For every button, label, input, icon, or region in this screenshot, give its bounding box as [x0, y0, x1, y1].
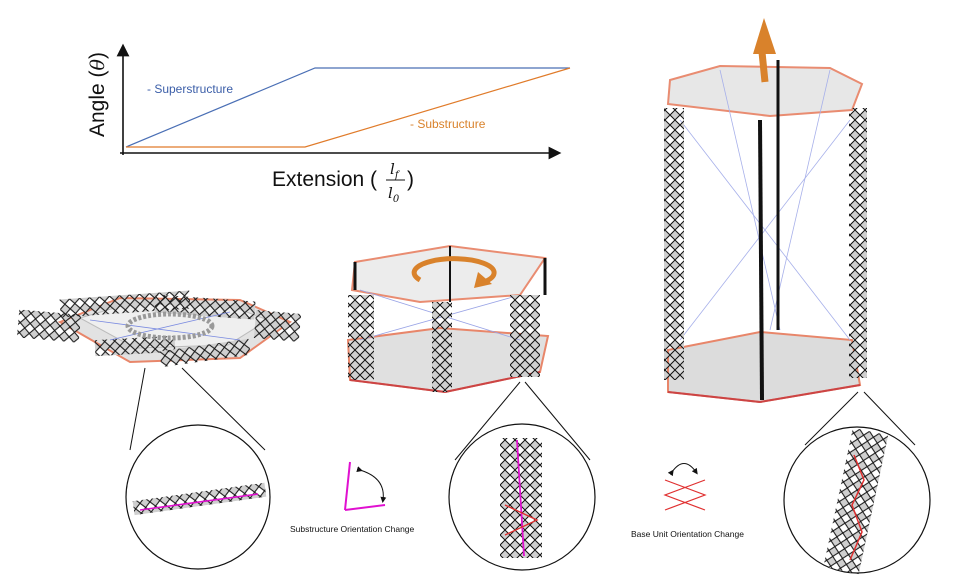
flat-hexagonal-structure — [16, 290, 302, 368]
extended-hexagonal-structure — [664, 18, 867, 404]
base-unit-zoom-callout-middle — [448, 381, 596, 571]
caption-substructure-orientation-change: Substructure Orientation Change — [290, 524, 415, 534]
substructure-series-line — [126, 67, 571, 148]
x-axis-title-text: Extension ( — [272, 168, 377, 191]
angle-extension-chart: - Superstructure - Substructure Angle (θ… — [86, 43, 571, 205]
substructure-zoom-callout — [125, 367, 271, 570]
legend-substructure: - Substructure — [410, 117, 486, 131]
substructure-orientation-icon — [344, 461, 387, 511]
rotation-arrow — [411, 256, 497, 285]
twisting-hexagonal-structure — [346, 244, 550, 394]
x-axis-title: Extension ( lf l0 ) — [272, 160, 414, 205]
svg-text:Angle (θ): Angle (θ) — [86, 52, 109, 137]
svg-text:l0: l0 — [388, 184, 400, 205]
y-axis-title: Angle (θ) — [86, 52, 109, 137]
extension-arrow — [753, 18, 776, 54]
base-unit-zoom-callout-right — [783, 391, 931, 575]
superstructure-series-line — [125, 67, 570, 148]
base-unit-orientation-icon — [663, 463, 707, 511]
legend-superstructure: - Superstructure — [147, 82, 233, 96]
caption-base-unit-orientation-change: Base Unit Orientation Change — [631, 529, 744, 539]
svg-text:): ) — [407, 168, 414, 191]
svg-text:lf: lf — [390, 160, 401, 181]
